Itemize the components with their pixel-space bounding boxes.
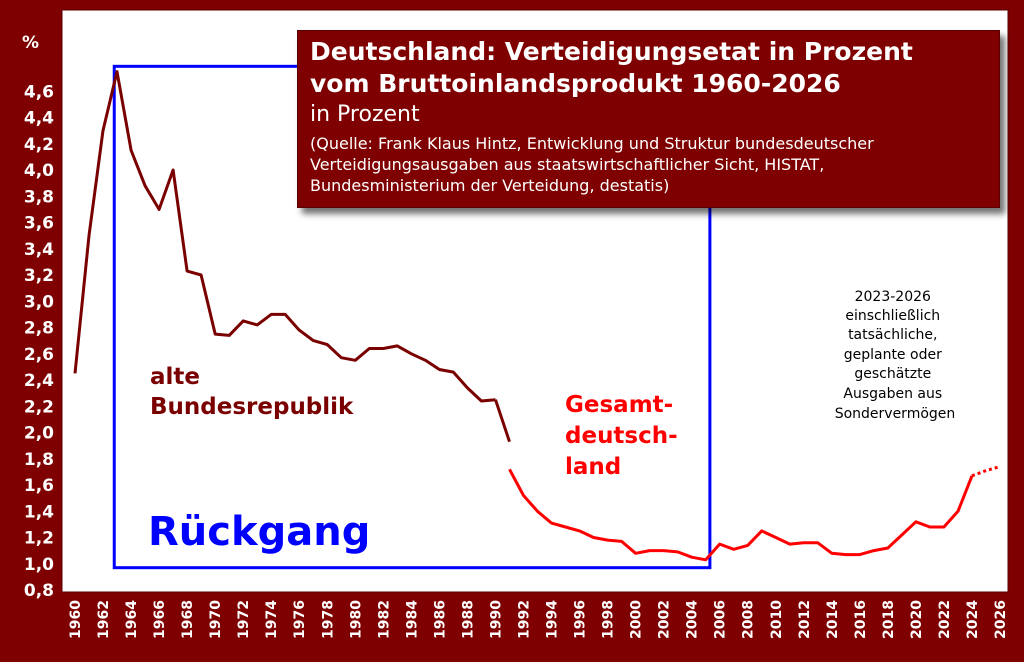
annotation-west-line1: alte xyxy=(150,364,200,390)
y-tick-label: 2,2 xyxy=(24,397,54,417)
x-tick-label: 1996 xyxy=(573,600,589,639)
x-tick-label: 2010 xyxy=(769,600,785,639)
y-tick-label: 4,2 xyxy=(24,135,54,155)
chart-title-line2: vom Bruttoinlandsprodukt 1960-2026 xyxy=(310,69,841,98)
x-tick-label: 2018 xyxy=(881,600,897,639)
y-tick-label: 2,8 xyxy=(24,319,54,339)
y-tick-label: 2,0 xyxy=(24,424,54,444)
chart-title: Deutschland: Verteidigungsetat in Prozen… xyxy=(310,36,1000,100)
x-tick-label: 1964 xyxy=(124,600,140,639)
y-tick-label: 1,0 xyxy=(24,555,54,575)
note-line4: geplante oder xyxy=(844,347,942,363)
chart-subtitle: in Prozent xyxy=(310,102,420,127)
x-tick-label: 1966 xyxy=(152,600,168,639)
y-tick-label: 2,6 xyxy=(24,345,54,365)
x-tick-label: 2026 xyxy=(993,600,1009,639)
source-line3: Bundesministerium der Verteidung, destat… xyxy=(310,176,670,195)
note-line6: Ausgaben aus xyxy=(843,386,942,402)
x-tick-label: 1960 xyxy=(68,600,84,639)
chart-title-line1: Deutschland: Verteidigungsetat in Prozen… xyxy=(310,37,913,66)
x-tick-label: 2016 xyxy=(853,600,869,639)
y-tick-label: 1,6 xyxy=(24,476,54,496)
x-tick-label: 1992 xyxy=(516,600,532,639)
y-tick-label: 3,6 xyxy=(24,214,54,234)
x-tick-label: 1980 xyxy=(348,600,364,639)
x-tick-label: 1962 xyxy=(96,600,112,639)
annotation-west-line2: Bundesrepublik xyxy=(150,394,354,420)
x-tick-label: 1968 xyxy=(180,600,196,639)
y-tick-label: 1,4 xyxy=(24,502,54,522)
x-axis-ticks: 1960 1962 1964 1966 1968 1970 1972 1974 1976 1978… xyxy=(68,600,1009,639)
annotation-west: alte Bundesrepublik xyxy=(150,364,354,420)
series-line-2 xyxy=(508,468,974,562)
y-tick-label: 3,0 xyxy=(24,292,54,312)
y-tick-label: 0,8 xyxy=(24,581,54,601)
x-tick-label: 1986 xyxy=(432,600,448,639)
y-tick-label: 4,0 xyxy=(24,161,54,181)
x-tick-label: 2008 xyxy=(741,600,757,639)
x-tick-label: 1976 xyxy=(292,600,308,639)
series-line-0 xyxy=(73,70,496,403)
note-line1: 2023-2026 xyxy=(855,289,931,305)
x-tick-label: 2014 xyxy=(825,600,841,639)
y-unit-label: % xyxy=(22,33,39,53)
note-line3: tatsächliche, xyxy=(848,327,937,343)
y-tick-label: 4,6 xyxy=(24,82,54,102)
annotation-united-line1: Gesamt- xyxy=(565,392,673,418)
annotation-note: 2023-2026 einschließlich tatsächliche, g… xyxy=(835,289,956,422)
annotation-united-line3: land xyxy=(565,454,621,480)
y-tick-label: 3,8 xyxy=(24,187,54,207)
annotation-united: Gesamt- deutsch- land xyxy=(565,392,686,480)
annotation-decline: Rückgang xyxy=(148,509,370,555)
x-tick-label: 2022 xyxy=(937,600,953,639)
x-tick-label: 1994 xyxy=(545,600,561,639)
title-box: Deutschland: Verteidigungsetat in Prozen… xyxy=(297,30,1000,208)
x-tick-label: 2024 xyxy=(965,600,981,639)
x-tick-label: 1990 xyxy=(488,600,504,639)
y-tick-label: 1,8 xyxy=(24,450,54,470)
x-tick-label: 1972 xyxy=(236,600,252,639)
annotation-united-line2: deutsch- xyxy=(565,423,678,449)
y-tick-label: 4,4 xyxy=(24,109,54,129)
series-line-1 xyxy=(494,399,511,443)
y-axis-ticks: 4,6 4,4 4,2 4,0 3,8 3,6 3,4 3,2 3,0 2,8 2,6 2,4 2,2 2… xyxy=(24,82,54,601)
chart-source: (Quelle: Frank Klaus Hintz, Entwicklung … xyxy=(310,133,990,196)
series-group xyxy=(73,70,1001,562)
x-tick-label: 2006 xyxy=(713,600,729,639)
y-tick-label: 3,2 xyxy=(24,266,54,286)
x-tick-label: 1982 xyxy=(376,600,392,639)
y-tick-label: 3,4 xyxy=(24,240,54,260)
x-tick-label: 1984 xyxy=(404,600,420,639)
x-tick-label: 2012 xyxy=(797,600,813,639)
source-line2: Verteidigungsausgaben aus staatswirtscha… xyxy=(310,155,825,174)
note-line5: geschätzte xyxy=(854,366,931,382)
note-line2: einschließlich xyxy=(845,308,940,324)
x-tick-label: 2004 xyxy=(685,600,701,639)
x-tick-label: 2002 xyxy=(657,600,673,639)
note-line7: Sondervermögen xyxy=(835,406,956,422)
x-tick-label: 1974 xyxy=(264,600,280,639)
x-tick-label: 2020 xyxy=(909,600,925,639)
y-tick-label: 2,4 xyxy=(24,371,54,391)
x-tick-label: 2000 xyxy=(629,600,645,639)
x-tick-label: 1988 xyxy=(460,600,476,639)
y-tick-label: 1,2 xyxy=(24,529,54,549)
source-line1: (Quelle: Frank Klaus Hintz, Entwicklung … xyxy=(310,134,874,153)
x-tick-label: 1978 xyxy=(320,600,336,639)
series-line-3 xyxy=(971,465,1001,478)
x-tick-label: 1998 xyxy=(601,600,617,639)
x-tick-label: 1970 xyxy=(208,600,224,639)
